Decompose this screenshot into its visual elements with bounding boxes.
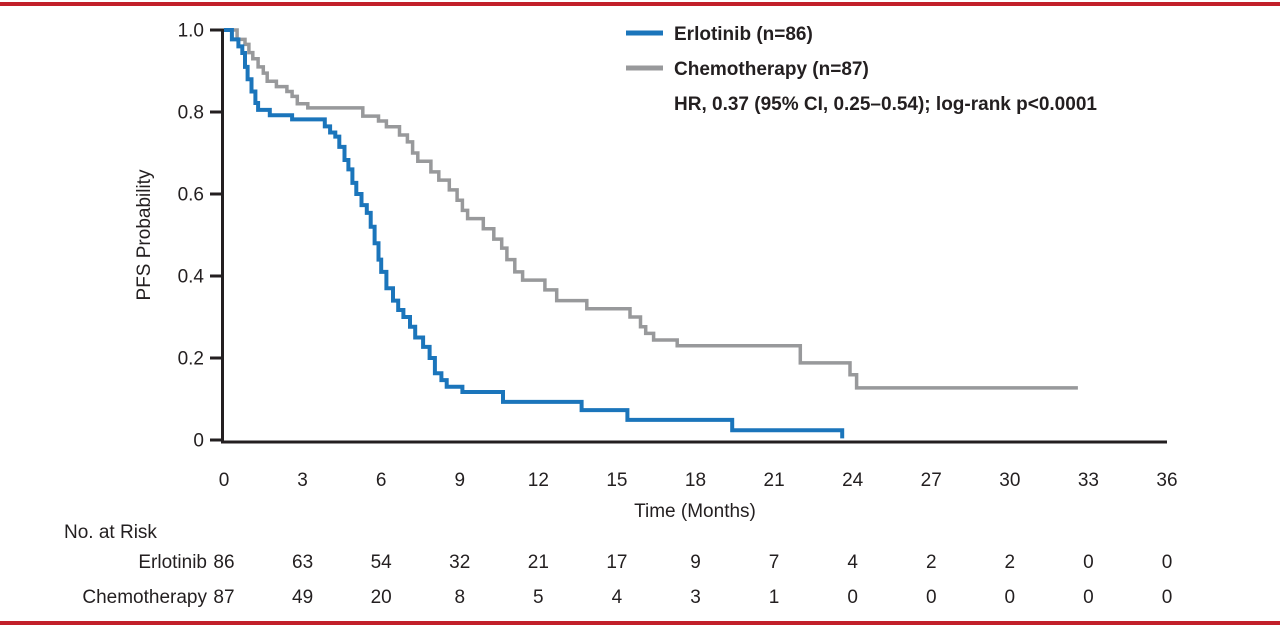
x-tick-label: 36 bbox=[1156, 470, 1177, 491]
risk-value: 0 bbox=[847, 587, 858, 608]
x-tick-label: 6 bbox=[376, 470, 387, 491]
y-axis-title: PFS Probability bbox=[134, 169, 155, 300]
y-tick-label: 0.6 bbox=[178, 185, 204, 206]
x-tick-label: 18 bbox=[685, 470, 706, 491]
risk-value: 87 bbox=[213, 587, 234, 608]
x-tick-label: 24 bbox=[842, 470, 864, 491]
x-tick-label: 33 bbox=[1078, 470, 1099, 491]
x-tick-label: 0 bbox=[219, 470, 230, 491]
hr-annotation: HR, 0.37 (95% CI, 0.25–0.54); log-rank p… bbox=[674, 94, 1097, 115]
risk-value: 2 bbox=[1005, 552, 1016, 573]
risk-value: 86 bbox=[213, 552, 234, 573]
risk-value: 1 bbox=[769, 587, 780, 608]
risk-value: 49 bbox=[292, 587, 313, 608]
y-tick-label: 0 bbox=[193, 431, 204, 452]
risk-values-erlotinib: 86 63 54 32 21 17 9 7 4 2 2 0 0 bbox=[213, 552, 1172, 573]
y-tick-label: 0.4 bbox=[178, 267, 205, 288]
legend: Erlotinib (n=86) Chemotherapy (n=87) HR,… bbox=[626, 24, 1097, 115]
chemotherapy-curve bbox=[224, 28, 1078, 390]
x-tick-label: 30 bbox=[999, 470, 1020, 491]
risk-value: 17 bbox=[606, 552, 627, 573]
y-ticks: 0 0.2 0.4 0.6 0.8 1.0 bbox=[178, 21, 221, 452]
risk-value: 4 bbox=[847, 552, 858, 573]
risk-value: 9 bbox=[690, 552, 701, 573]
risk-value: 4 bbox=[612, 587, 623, 608]
risk-value: 32 bbox=[449, 552, 470, 573]
risk-value: 7 bbox=[769, 552, 780, 573]
risk-values-chemotherapy: 87 49 20 8 5 4 3 1 0 0 0 0 0 bbox=[213, 587, 1172, 608]
x-tick-label: 9 bbox=[454, 470, 465, 491]
bottom-red-rule bbox=[0, 621, 1280, 625]
risk-value: 0 bbox=[1162, 587, 1173, 608]
x-tick-labels: 0 3 6 9 12 15 18 21 24 27 30 33 36 bbox=[219, 470, 1178, 491]
risk-row-label-chemotherapy: Chemotherapy bbox=[82, 587, 207, 608]
risk-value: 63 bbox=[292, 552, 313, 573]
survival-curves bbox=[224, 28, 1078, 439]
risk-value: 54 bbox=[371, 552, 393, 573]
x-tick-label: 12 bbox=[528, 470, 549, 491]
chemotherapy-legend-label: Chemotherapy (n=87) bbox=[674, 59, 869, 80]
x-tick-label: 21 bbox=[764, 470, 785, 491]
risk-value: 0 bbox=[926, 587, 937, 608]
x-tick-label: 3 bbox=[297, 470, 308, 491]
x-tick-label: 27 bbox=[921, 470, 942, 491]
risk-value: 20 bbox=[371, 587, 392, 608]
risk-value: 0 bbox=[1005, 587, 1016, 608]
risk-value: 5 bbox=[533, 587, 544, 608]
risk-value: 3 bbox=[690, 587, 701, 608]
risk-row-label-erlotinib: Erlotinib bbox=[138, 552, 207, 573]
y-tick-label: 1.0 bbox=[178, 21, 204, 42]
erlotinib-legend-label: Erlotinib (n=86) bbox=[674, 24, 813, 45]
axes: 00.20.40.60.81.0 0 3 6 9 12 15 18 21 24 27 30 33 36 bbox=[178, 21, 1178, 492]
x-axis-title: Time (Months) bbox=[634, 501, 756, 522]
y-tick-label: 0.2 bbox=[178, 349, 204, 370]
risk-value: 21 bbox=[528, 552, 549, 573]
erlotinib-curve bbox=[224, 28, 845, 439]
risk-value: 8 bbox=[454, 587, 465, 608]
risk-value: 2 bbox=[926, 552, 937, 573]
risk-value: 0 bbox=[1083, 587, 1094, 608]
y-tick-label: 0.8 bbox=[178, 103, 204, 124]
x-tick-label: 15 bbox=[606, 470, 627, 491]
risk-table: No. at Risk Erlotinib Chemotherapy 86 63 5… bbox=[64, 522, 1172, 608]
top-red-rule bbox=[0, 2, 1280, 6]
risk-table-title: No. at Risk bbox=[64, 522, 157, 543]
risk-value: 0 bbox=[1162, 552, 1173, 573]
risk-value: 0 bbox=[1083, 552, 1094, 573]
